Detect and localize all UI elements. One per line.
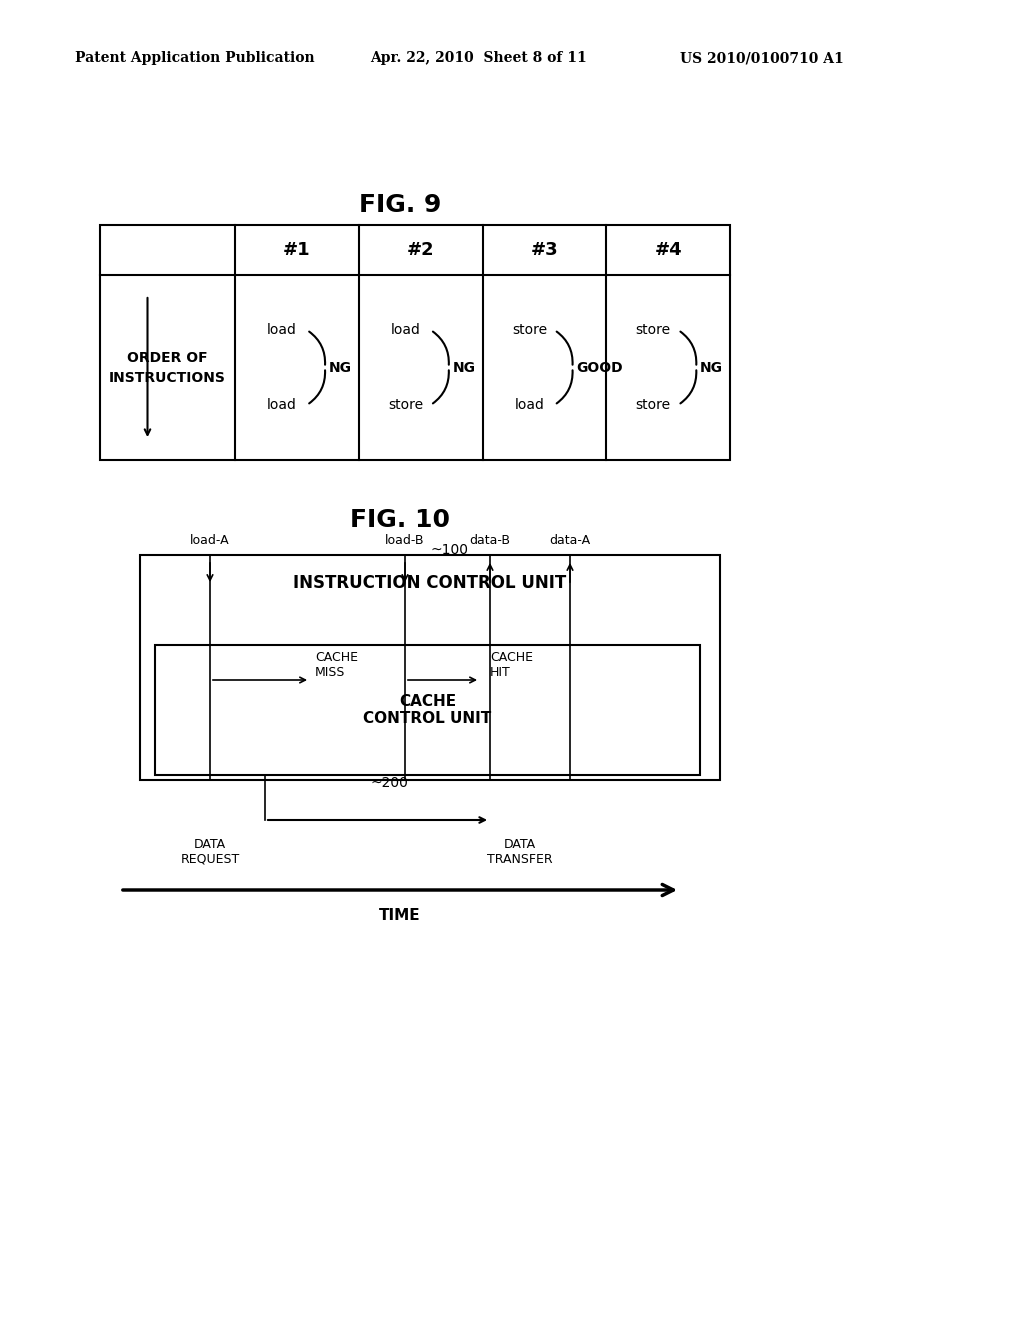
Text: FIG. 10: FIG. 10 [350, 508, 450, 532]
Text: #1: #1 [283, 242, 310, 259]
Text: NG: NG [329, 360, 352, 375]
Text: ~100: ~100 [430, 543, 468, 557]
Text: Patent Application Publication: Patent Application Publication [75, 51, 314, 65]
Text: #3: #3 [530, 242, 558, 259]
Text: load: load [267, 323, 297, 337]
Text: INSTRUCTION CONTROL UNIT: INSTRUCTION CONTROL UNIT [293, 574, 566, 591]
Text: NG: NG [453, 360, 475, 375]
Text: GOOD: GOOD [577, 360, 623, 375]
Text: data-B: data-B [469, 535, 511, 546]
Text: DATA
TRANSFER: DATA TRANSFER [487, 838, 553, 866]
Text: store: store [512, 323, 547, 337]
Text: ~200: ~200 [370, 776, 408, 789]
Bar [100, 224, 730, 459]
Text: load: load [267, 399, 297, 412]
Text: INSTRUCTIONS: INSTRUCTIONS [110, 371, 226, 384]
Text: Apr. 22, 2010  Sheet 8 of 11: Apr. 22, 2010 Sheet 8 of 11 [370, 51, 587, 65]
Text: NG: NG [700, 360, 723, 375]
Text: CACHE
HIT: CACHE HIT [490, 651, 534, 678]
Bar [155, 645, 700, 775]
Text: #2: #2 [407, 242, 434, 259]
Text: load-B: load-B [385, 535, 425, 546]
Text: TIME: TIME [379, 908, 421, 923]
Text: load: load [514, 399, 545, 412]
Text: load: load [391, 323, 421, 337]
Text: CACHE
CONTROL UNIT: CACHE CONTROL UNIT [364, 694, 492, 726]
Text: US 2010/0100710 A1: US 2010/0100710 A1 [680, 51, 844, 65]
Text: store: store [636, 399, 671, 412]
Text: data-A: data-A [550, 535, 591, 546]
Text: DATA
REQUEST: DATA REQUEST [180, 838, 240, 866]
Text: ORDER OF: ORDER OF [127, 351, 208, 364]
Text: CACHE
MISS: CACHE MISS [315, 651, 358, 678]
Text: FIG. 9: FIG. 9 [358, 193, 441, 216]
Text: #4: #4 [654, 242, 682, 259]
Text: store: store [636, 323, 671, 337]
Bar [140, 554, 720, 780]
Text: store: store [388, 399, 423, 412]
Text: load-A: load-A [190, 535, 229, 546]
